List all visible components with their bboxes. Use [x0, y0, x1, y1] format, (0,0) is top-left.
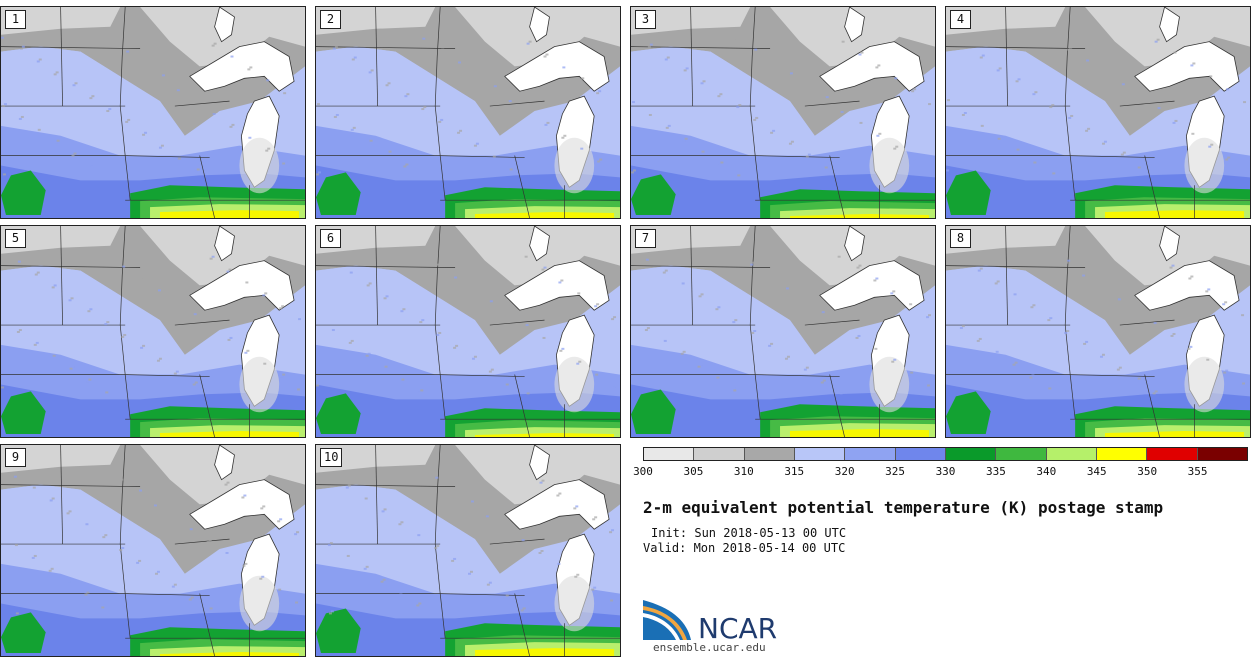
colorbar-tick-label: 320: [834, 465, 855, 478]
member-panel-5: 5: [0, 225, 306, 438]
member-panel-2: 2: [315, 6, 621, 219]
colorbar-swatch: [744, 448, 795, 460]
ncar-logo-icon: [643, 600, 691, 640]
theta-e-map: [631, 226, 935, 437]
colorbar-ticks: 300 305 310 315 320 325 330 335 340 345 350 355: [633, 465, 1248, 481]
member-panel-6: 6: [315, 225, 621, 438]
colorbar-tick-label: 310: [733, 465, 754, 478]
colorbar-tick-label: 330: [935, 465, 956, 478]
theta-e-map: [1, 7, 305, 218]
member-label: 3: [635, 10, 656, 29]
member-panel-1: 1: [0, 6, 306, 219]
colorbar: [643, 447, 1248, 461]
init-time: Init: Sun 2018-05-13 00 UTC: [651, 526, 847, 540]
theta-e-map: [1, 226, 305, 437]
colorbar-swatch: [845, 448, 896, 460]
colorbar-swatch: [1147, 448, 1198, 460]
theta-e-map: [946, 226, 1250, 437]
member-panel-4: 4: [945, 6, 1251, 219]
colorbar-swatch: [895, 448, 946, 460]
valid-time: Valid: Mon 2018-05-14 00 UTC: [643, 541, 846, 555]
colorbar-tick-label: 315: [784, 465, 805, 478]
member-label: 5: [5, 229, 26, 248]
colorbar-swatch: [945, 448, 997, 460]
colorbar-swatch: [1096, 448, 1148, 460]
member-label: 6: [320, 229, 341, 248]
colorbar-tick-label: 300: [633, 465, 653, 478]
theta-e-map: [1, 445, 305, 656]
theta-e-map: [316, 226, 620, 437]
theta-e-map: [631, 7, 935, 218]
member-label: 9: [5, 448, 26, 467]
colorbar-tick-label: 335: [985, 465, 1006, 478]
theta-e-map: [946, 7, 1250, 218]
colorbar-tick-label: 350: [1137, 465, 1158, 478]
colorbar-tick-label: 355: [1187, 465, 1208, 478]
member-panel-3: 3: [630, 6, 936, 219]
site-url: ensemble.ucar.edu: [653, 641, 766, 654]
colorbar-tick-label: 345: [1086, 465, 1107, 478]
member-label: 1: [5, 10, 26, 29]
colorbar-swatch: [644, 448, 695, 460]
theta-e-map: [316, 7, 620, 218]
colorbar-swatch: [694, 448, 745, 460]
plot-title: 2-m equivalent potential temperature (K)…: [643, 498, 1164, 517]
colorbar-swatch: [1046, 448, 1097, 460]
colorbar-tick-label: 325: [885, 465, 906, 478]
colorbar-swatch: [1197, 448, 1247, 460]
member-label: 7: [635, 229, 656, 248]
member-panel-9: 9: [0, 444, 306, 657]
colorbar-tick-label: 340: [1036, 465, 1057, 478]
colorbar-swatch: [996, 448, 1047, 460]
member-label: 10: [320, 448, 343, 467]
colorbar-tick-label: 305: [683, 465, 704, 478]
member-label: 4: [950, 10, 971, 29]
theta-e-map: [316, 445, 620, 656]
member-label: 2: [320, 10, 341, 29]
member-label: 8: [950, 229, 971, 248]
member-panel-8: 8: [945, 225, 1251, 438]
member-panel-7: 7: [630, 225, 936, 438]
colorbar-swatch: [794, 448, 846, 460]
logo-text: NCAR: [698, 612, 778, 645]
member-panel-10: 10: [315, 444, 621, 657]
